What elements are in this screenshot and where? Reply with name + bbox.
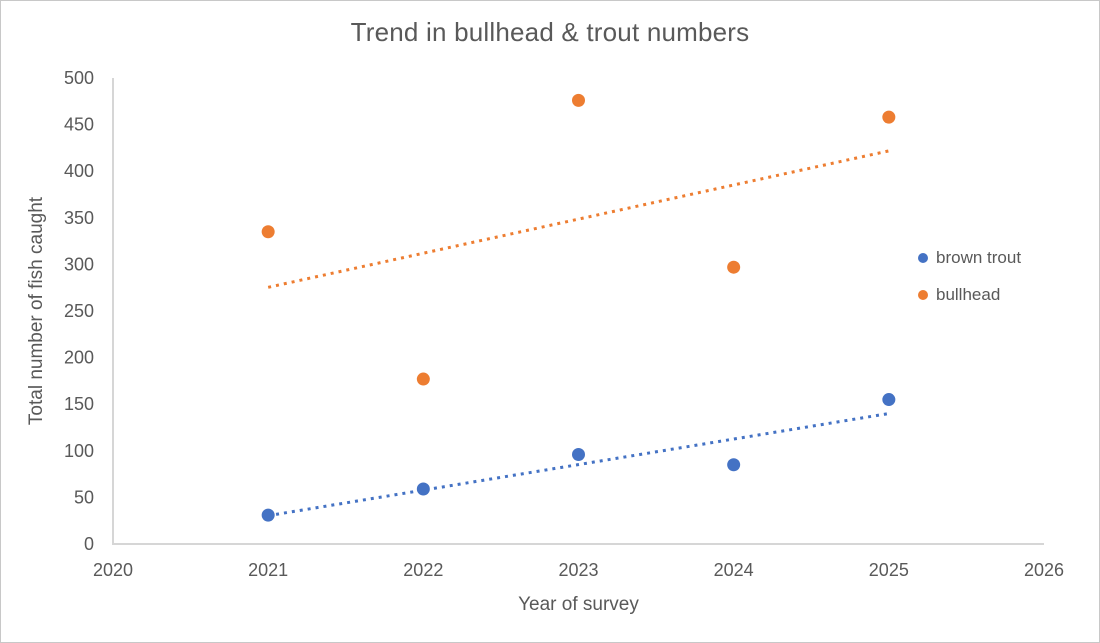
y-tick-label: 150 <box>64 394 94 414</box>
data-point-bullhead <box>882 110 896 124</box>
axis-lines <box>112 78 1044 545</box>
y-tick-label: 450 <box>64 115 94 135</box>
y-tick-label: 250 <box>64 301 94 321</box>
y-tick-label: 200 <box>64 348 94 368</box>
trendline-brown-trout <box>267 412 890 518</box>
legend-label-brown-trout: brown trout <box>936 247 1022 267</box>
y-tick-label: 50 <box>74 487 94 507</box>
x-tick-label: 2026 <box>1024 560 1064 580</box>
legend-item-brown-trout: brown trout <box>918 243 1021 272</box>
legend-label-bullhead: bullhead <box>936 284 1001 304</box>
y-tick-label: 500 <box>64 68 94 88</box>
legend-item-bullhead: bullhead <box>918 280 1021 309</box>
x-tick-label: 2022 <box>403 560 443 580</box>
data-point-brown-trout <box>882 393 896 407</box>
data-point-bullhead <box>416 372 430 386</box>
data-point-brown-trout <box>261 508 275 522</box>
x-tick-label: 2024 <box>714 560 754 580</box>
x-tick-label: 2021 <box>248 560 288 580</box>
x-tick-label: 2020 <box>93 560 133 580</box>
legend: brown trout bullhead <box>918 243 1021 317</box>
trendline-bullhead <box>267 149 890 289</box>
legend-marker-brown-trout-icon <box>918 252 928 263</box>
x-axis-title: Year of survey <box>518 594 639 615</box>
data-point-brown-trout <box>727 458 741 472</box>
x-tick-label: 2023 <box>558 560 598 580</box>
data-point-bullhead <box>727 260 741 274</box>
data-point-bullhead <box>261 225 275 239</box>
data-point-brown-trout <box>416 482 430 496</box>
data-point-brown-trout <box>572 448 585 462</box>
y-tick-label: 0 <box>84 534 94 554</box>
x-tick-label: 2025 <box>869 560 909 580</box>
y-tick-label: 350 <box>64 208 94 228</box>
y-tick-label: 400 <box>64 161 94 181</box>
y-tick-label: 300 <box>64 254 94 274</box>
legend-marker-bullhead-icon <box>918 289 928 300</box>
data-point-bullhead <box>572 93 585 107</box>
y-tick-label: 100 <box>64 441 94 461</box>
chart-title: Trend in bullhead & trout numbers <box>350 17 750 47</box>
